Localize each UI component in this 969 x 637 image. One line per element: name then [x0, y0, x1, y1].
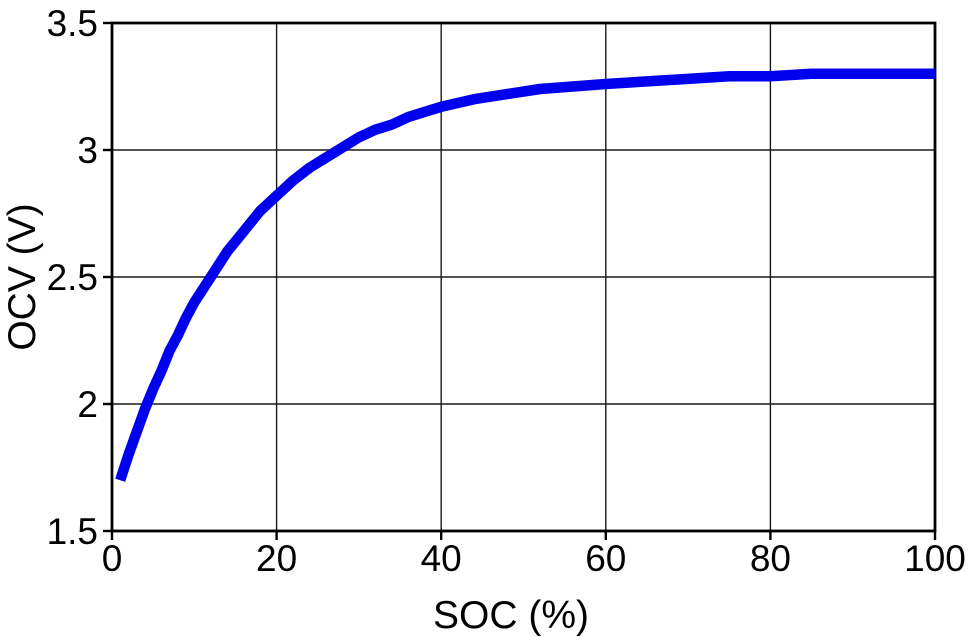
gridlines: [112, 23, 935, 531]
x-tick-label-40: 40: [421, 538, 462, 579]
x-tick-label-80: 80: [750, 538, 791, 579]
x-axis-label: SOC (%): [433, 594, 589, 637]
x-tick-label-20: 20: [256, 538, 297, 579]
x-tick-label-60: 60: [585, 538, 626, 579]
plot-border: [110, 21, 937, 533]
y-tick-label-3.5: 3.5: [47, 3, 98, 44]
x-tick-labels: 0 20 40 60 80 100: [102, 538, 966, 579]
y-tick-labels: 1.5 2 2.5 3 3.5: [47, 3, 98, 552]
y-tick-label-2.5: 2.5: [47, 257, 98, 298]
x-tick-label-100: 100: [904, 538, 966, 579]
y-tick-label-3: 3: [77, 130, 98, 171]
y-axis-label: OCV (V): [1, 203, 44, 350]
y-tick-label-1.5: 1.5: [47, 511, 98, 552]
x-tick-label-0: 0: [102, 538, 123, 579]
ocv-curve: [115, 68, 935, 482]
tick-marks: [103, 21, 937, 540]
y-tick-label-2: 2: [77, 384, 98, 425]
